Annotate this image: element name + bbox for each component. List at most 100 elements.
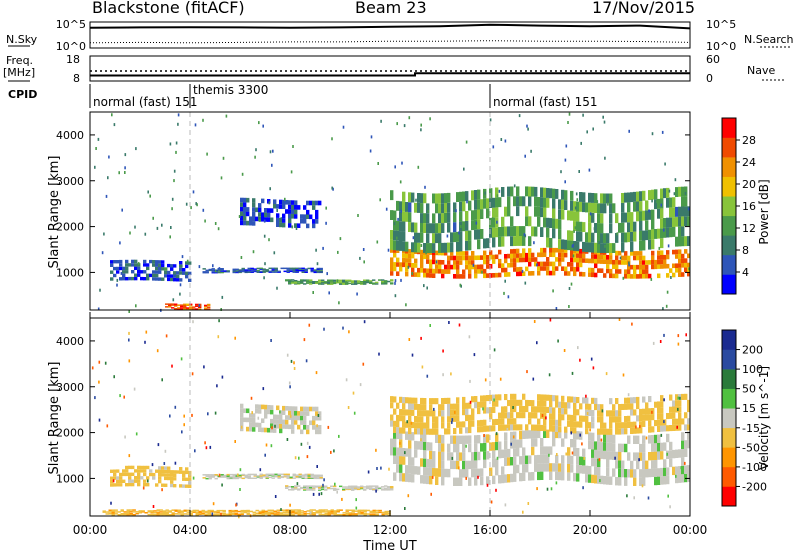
heatmap-cell (675, 206, 679, 217)
heatmap-cell (513, 258, 517, 263)
heatmap-cell (518, 114, 521, 118)
heatmap-cell (312, 425, 316, 430)
freq-unit-label: [MHz] (3, 66, 36, 79)
heatmap-cell (636, 274, 640, 279)
heatmap-cell (186, 308, 190, 310)
heatmap-cell (561, 414, 565, 421)
heatmap-cell (627, 393, 630, 397)
heatmap-cell (273, 203, 277, 209)
heatmap-cell (259, 473, 263, 476)
heatmap-cell (235, 477, 239, 480)
heatmap-cell (483, 442, 487, 452)
heatmap-cell (528, 455, 532, 464)
heatmap-cell (297, 415, 301, 421)
heatmap-cell (462, 255, 466, 261)
heatmap-cell (324, 513, 328, 516)
heatmap-cell (249, 426, 253, 432)
heatmap-cell (195, 303, 199, 306)
heatmap-cell (453, 415, 457, 422)
heatmap-cell (98, 360, 101, 364)
heatmap-cell (612, 410, 616, 417)
heatmap-cell (648, 420, 652, 427)
heatmap-cell (162, 511, 166, 513)
heatmap-cell (546, 227, 550, 238)
heatmap-cell (363, 488, 367, 490)
heatmap-cell (543, 425, 547, 432)
heatmap-cell (240, 211, 244, 216)
heatmap-cell (552, 270, 556, 276)
heatmap-cell (259, 268, 263, 270)
heatmap-cell (633, 435, 637, 444)
heatmap-cell (420, 244, 423, 247)
heatmap-cell (615, 213, 619, 224)
heatmap-cell (390, 239, 394, 250)
heatmap-cell (675, 268, 679, 273)
heatmap-cell (420, 193, 424, 204)
heatmap-cell (519, 266, 523, 272)
heatmap-cell (94, 165, 96, 169)
heatmap-cell (564, 266, 568, 272)
heatmap-cell (291, 200, 295, 205)
heatmap-cell (258, 422, 262, 428)
heatmap-cell (492, 237, 496, 248)
heatmap-cell (675, 449, 679, 458)
heatmap-cell (177, 308, 181, 310)
heatmap-cell (231, 513, 235, 516)
x-tick-label: 04:00 (173, 523, 208, 537)
heatmap-cell (660, 250, 664, 255)
heatmap-cell (618, 452, 622, 461)
heatmap-cell (621, 403, 625, 410)
heatmap-cell (129, 231, 131, 235)
heatmap-cell (477, 420, 481, 427)
heatmap-cell (441, 451, 445, 461)
heatmap-cell (291, 209, 295, 214)
heatmap-cell (132, 509, 136, 511)
heatmap-cell (534, 463, 538, 472)
heatmap-cell (331, 137, 333, 141)
heatmap-cell (519, 253, 523, 258)
heatmap-cell (582, 192, 586, 203)
heatmap-cell (438, 223, 442, 234)
heatmap-cell (477, 468, 481, 477)
heatmap-cell (522, 406, 526, 413)
heatmap-cell (162, 512, 166, 514)
heatmap-cell (513, 439, 517, 449)
heatmap-cell (176, 271, 180, 275)
heatmap-cell (120, 513, 124, 516)
heatmap-cell (414, 403, 418, 410)
heatmap-cell (156, 509, 160, 511)
heatmap-cell (417, 466, 421, 475)
heatmap-cell (192, 511, 196, 513)
heatmap-cell (191, 413, 193, 417)
heatmap-cell (597, 450, 601, 459)
heatmap-cell (412, 236, 415, 240)
heatmap-cell (592, 366, 595, 370)
heatmap-cell (91, 366, 94, 370)
heatmap-cell (408, 338, 411, 341)
heatmap-cell (561, 408, 565, 415)
heatmap-cell (675, 187, 679, 197)
heatmap-cell (408, 431, 412, 441)
heatmap-cell (660, 433, 663, 437)
heatmap-cell (429, 268, 433, 274)
heatmap-cell (654, 420, 658, 427)
heatmap-cell (117, 514, 121, 516)
heatmap-cell (250, 267, 254, 270)
heatmap-cell (158, 267, 162, 271)
heatmap-cell (396, 262, 400, 267)
heatmap-cell (687, 253, 691, 259)
heatmap-cell (300, 214, 304, 219)
heatmap-cell (247, 269, 251, 271)
heatmap-cell (354, 485, 358, 487)
heatmap-cell (255, 216, 259, 222)
heatmap-cell (417, 404, 421, 411)
heatmap-cell (188, 278, 192, 282)
heatmap-cell (393, 266, 397, 272)
heatmap-cell (561, 209, 565, 220)
heatmap-cell (185, 271, 189, 275)
heatmap-cell (426, 213, 430, 224)
heatmap-cell (432, 193, 436, 204)
heatmap-cell (273, 511, 277, 513)
heatmap-cell (273, 513, 277, 515)
